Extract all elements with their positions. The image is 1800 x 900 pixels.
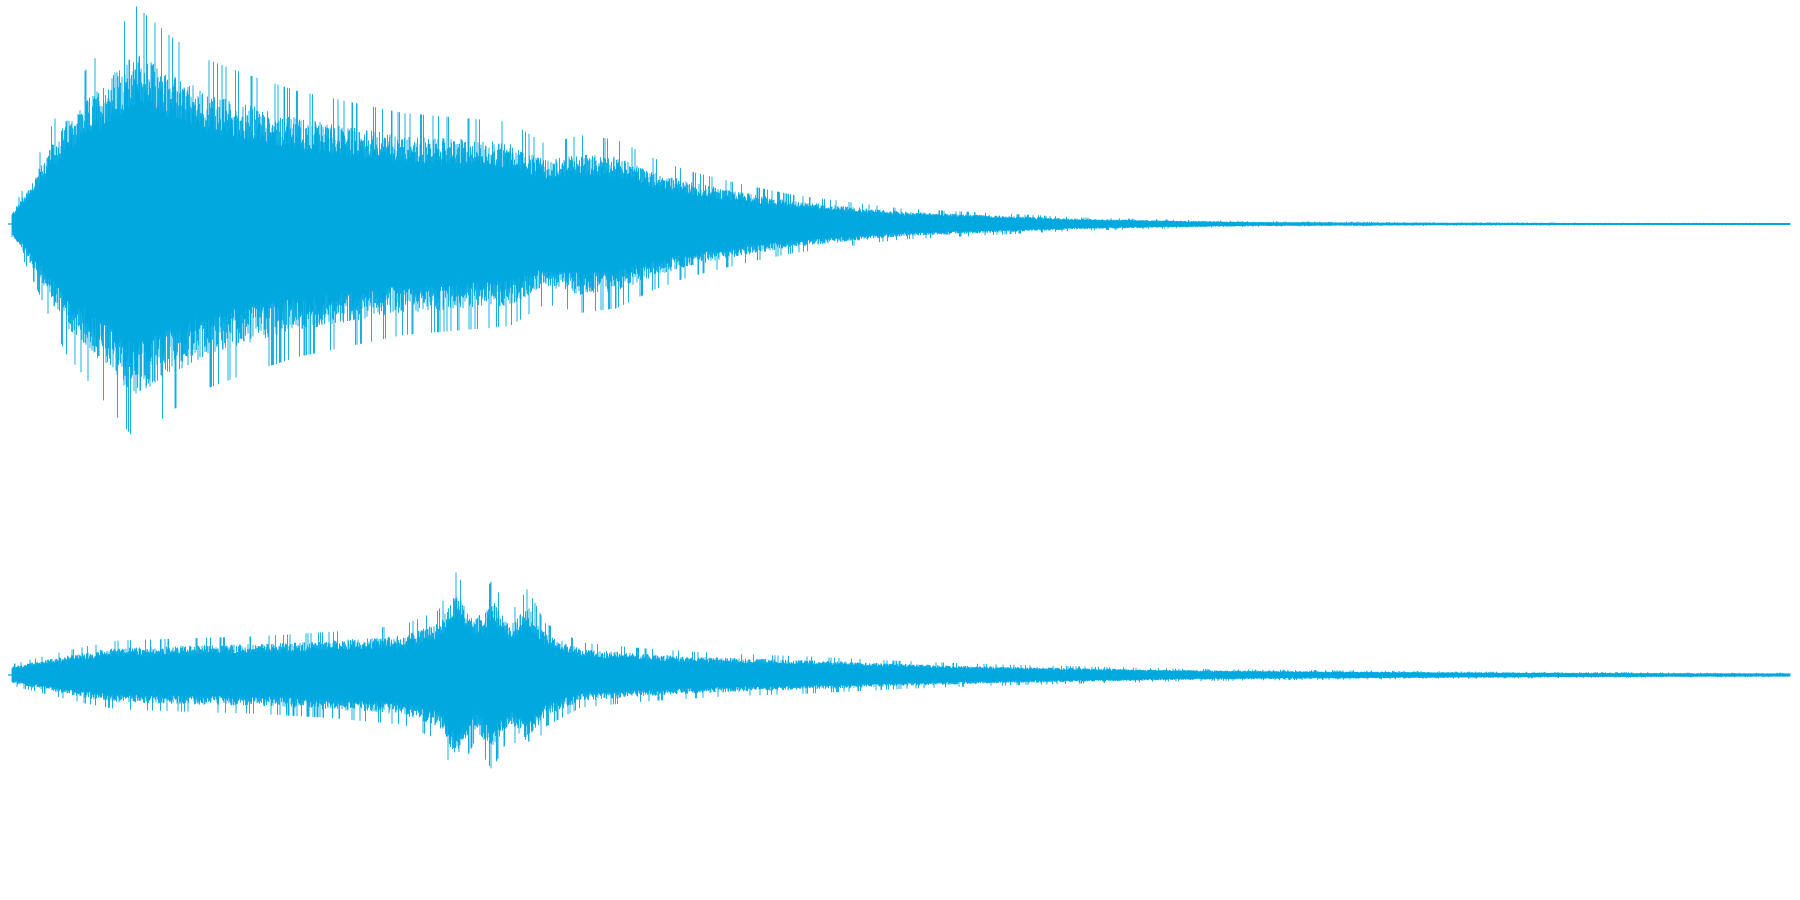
waveform-bottom-trace [11, 572, 1791, 769]
waveform-channel-top [8, 6, 1791, 435]
waveform-top-trace [11, 6, 1791, 435]
waveform-channel-bottom [8, 572, 1791, 769]
